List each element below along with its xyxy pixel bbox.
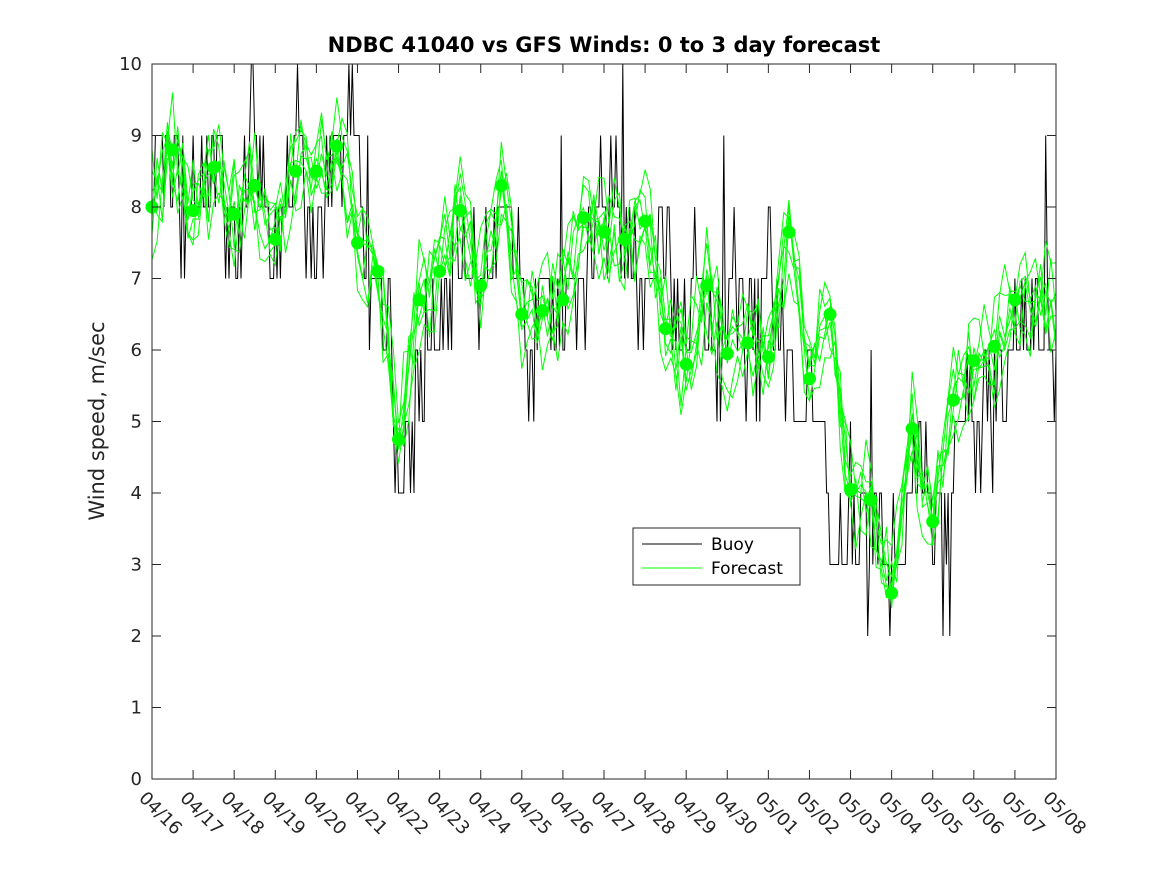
forecast-point (864, 493, 878, 507)
legend-forecast-label: Forecast (711, 559, 783, 579)
legend-buoy-label: Buoy (711, 535, 754, 555)
forecast-point (371, 264, 385, 278)
forecast-point (351, 236, 364, 250)
forecast-point (618, 232, 631, 246)
forecast-point (700, 279, 714, 293)
forecast-point (433, 264, 447, 278)
y-tick-label: 0 (131, 769, 142, 790)
legend: Buoy Forecast (632, 527, 801, 586)
forecast-point (967, 354, 981, 368)
forecast-point (638, 214, 652, 228)
forecast-point (268, 232, 282, 246)
forecast-point (844, 482, 857, 496)
forecast-point (330, 139, 344, 153)
forecast-point (535, 304, 549, 318)
y-tick-label: 8 (131, 197, 142, 218)
y-tick-label: 9 (131, 126, 142, 147)
y-tick-label: 2 (131, 626, 142, 647)
y-tick-label: 5 (131, 412, 142, 433)
forecast-point (207, 161, 221, 175)
forecast-point (166, 143, 179, 157)
forecast-point (761, 350, 775, 364)
forecast-point (556, 293, 570, 307)
forecast-point (577, 211, 590, 225)
forecast-point (453, 204, 467, 218)
forecast-point (248, 179, 262, 192)
legend-box (632, 527, 801, 586)
forecast-point (309, 164, 323, 178)
y-tick-label: 7 (131, 269, 142, 290)
forecast-point (515, 307, 529, 321)
forecast-point (186, 204, 200, 218)
forecast-point (782, 225, 796, 239)
forecast-point (227, 207, 241, 221)
forecast-line (151, 92, 1057, 579)
forecast-line (151, 146, 1057, 599)
forecast-point (289, 164, 303, 178)
forecast-point (659, 322, 673, 336)
forecast-point (494, 179, 508, 192)
forecast-point (823, 307, 837, 321)
forecast-point (987, 339, 1001, 353)
forecast-point (926, 515, 940, 529)
forecast-point (946, 393, 960, 407)
y-tick-label: 1 (131, 698, 142, 719)
forecast-point (412, 293, 426, 307)
forecast-point (803, 372, 816, 386)
forecast-point (741, 336, 755, 350)
chart-title: NDBC 41040 vs GFS Winds: 0 to 3 day fore… (328, 33, 881, 57)
forecast-point (1008, 293, 1022, 307)
y-tick-label: 3 (131, 555, 142, 576)
y-tick-label: 4 (131, 483, 142, 504)
forecast-point (474, 279, 488, 293)
forecast-point (679, 357, 693, 371)
forecast-series (145, 92, 1057, 609)
forecast-point (392, 432, 405, 446)
forecast-point (597, 225, 611, 239)
y-tick-label: 10 (119, 54, 142, 75)
forecast-point (885, 586, 899, 600)
y-axis-label: Wind speed, m/sec (85, 321, 109, 520)
forecast-point (720, 347, 734, 361)
forecast-point (905, 422, 919, 436)
y-tick-label: 6 (131, 340, 142, 361)
